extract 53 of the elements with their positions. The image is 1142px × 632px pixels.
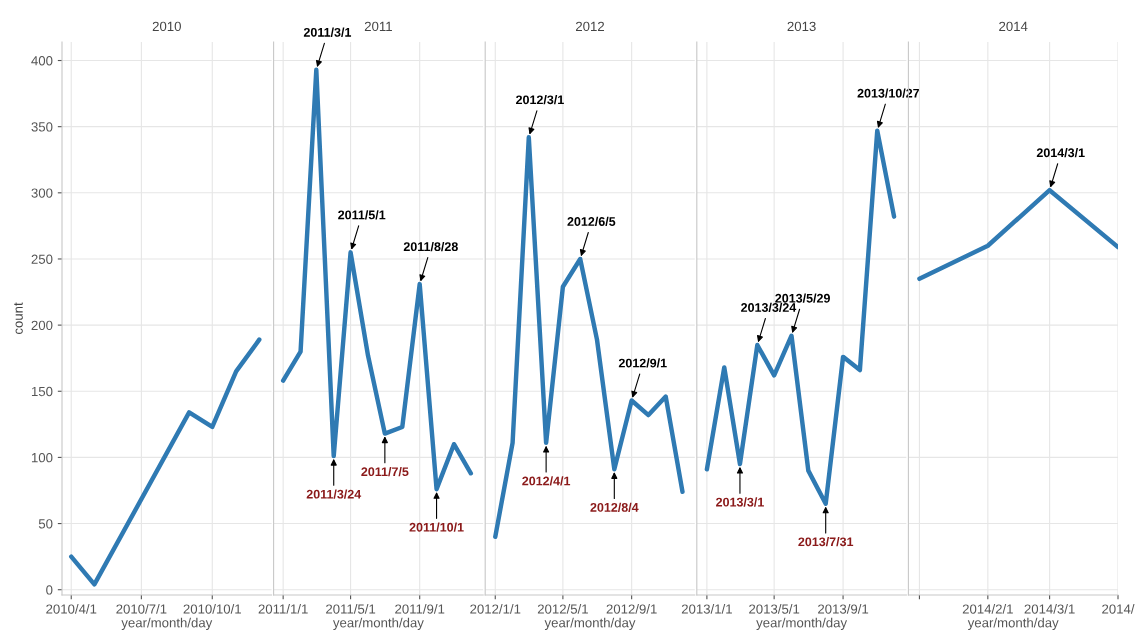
chart-title: 2014 [999,21,1028,32]
x-tick-label: 2011/9/1 [395,604,445,614]
annotation: 2012/4/1 [522,476,571,486]
line-series [69,337,262,587]
annotation: 2013/5/29 [775,293,830,303]
x-tick-label: 2010/7/1 [116,604,167,614]
annotation: 2013/10/27 [857,88,920,98]
x-tick-label: 2013/9/1 [818,604,869,614]
annotation: 2012/8/4 [590,502,639,512]
x-axis-title: year/month/day [332,617,424,631]
x-tick-label: 2013/1/1 [681,604,732,614]
x-tick-label: 2011/1/1 [258,604,308,614]
annotation: 2011/3/24 [306,489,362,499]
x-axis-title: year/month/day [756,617,848,631]
x-tick-label: 2010/4/1 [46,604,97,614]
y-tick-label: 100 [31,452,53,463]
y-tick-label: 150 [31,386,53,397]
chart-title: 2011 [364,21,392,32]
y-tick-label: 200 [31,320,53,331]
annotation: 2011/7/5 [361,466,409,477]
x-tick-label: 2010/10/1 [183,604,241,614]
x-tick-label: 2012/5/1 [537,604,588,614]
chart-title: 2010 [152,21,181,32]
annotation: 2012/3/1 [516,95,564,105]
y-tick-label: 400 [31,56,53,66]
annotation: 2014/3/1 [1036,147,1085,158]
chart-title: 2013 [787,21,816,32]
x-tick-label: 2014/3/1 [1024,604,1075,614]
x-axis-title: year/month/day [967,617,1059,631]
annotation: 2012/6/5 [567,216,616,227]
y-tick-label: 250 [31,254,53,264]
x-tick-label: 2011/5/1 [326,604,376,614]
chart-title: 2012 [575,21,605,32]
x-tick-label: 2014/ [1102,604,1135,614]
y-tick-label: 350 [31,122,53,132]
y-axis-title: count [14,302,23,335]
x-tick-label: 2014/2/1 [962,604,1013,614]
y-tick-label: 0 [46,585,53,595]
x-axis-title: year/month/day [121,617,213,631]
annotation: 2011/3/1 [303,27,352,37]
annotation: 2012/9/1 [618,358,667,368]
x-tick-label: 2012/9/1 [606,604,657,614]
x-tick-label: 2013/5/1 [749,604,800,614]
x-axis-title: year/month/day [544,617,636,631]
x-tick-label: 2012/1/1 [470,604,521,614]
annotation: 2011/8/28 [403,241,458,252]
annotation: 2013/3/24 [741,302,797,313]
y-tick-label: 50 [38,519,53,529]
annotation: 2011/10/1 [409,522,464,532]
y-tick-label: 300 [31,188,53,198]
annotation: 2013/3/1 [716,497,764,507]
annotation: 2013/7/31 [798,537,854,547]
annotation: 2011/5/1 [338,210,386,220]
